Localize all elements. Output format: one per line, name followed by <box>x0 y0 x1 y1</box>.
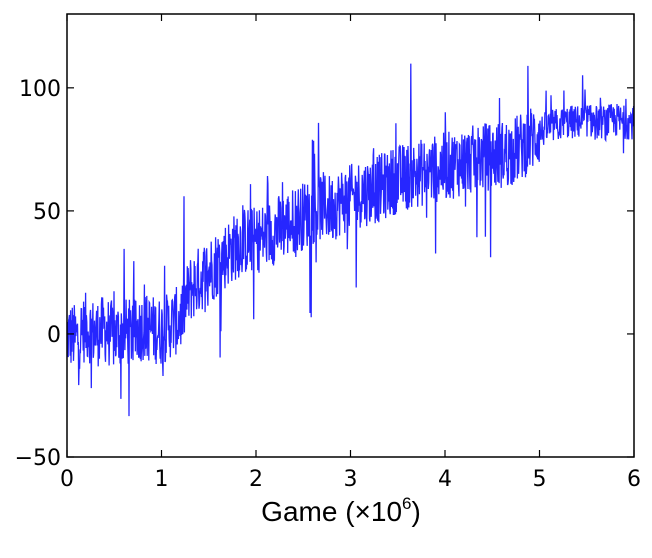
series-line-0 <box>67 63 634 417</box>
x-tick-label: 3 <box>344 467 358 492</box>
y-tick-label: 0 <box>47 323 61 348</box>
x-axis-title-exponent: 6 <box>402 494 412 513</box>
x-axis: 0 1 2 3 4 5 6 <box>60 14 641 492</box>
x-tick-label: 4 <box>438 467 452 492</box>
series-layer <box>67 63 634 417</box>
x-axis-title-suffix: ) <box>411 496 421 527</box>
y-tick-label: 100 <box>19 77 61 102</box>
x-tick-label: 2 <box>249 467 263 492</box>
y-tick-label: 50 <box>33 200 61 225</box>
y-axis: −50 0 50 100 <box>15 77 634 471</box>
x-axis-title: Game (×106) <box>0 494 652 528</box>
x-tick-label: 6 <box>627 467 641 492</box>
y-tick-label: −50 <box>15 446 61 471</box>
x-axis-title-text: Game (×10 <box>261 496 403 527</box>
x-tick-label: 5 <box>533 467 547 492</box>
x-tick-label: 1 <box>155 467 169 492</box>
x-tick-label: 0 <box>60 467 74 492</box>
plot-frame <box>66 13 635 458</box>
